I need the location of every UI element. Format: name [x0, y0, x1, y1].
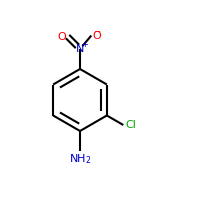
Text: O: O [57, 32, 66, 42]
Text: Cl: Cl [126, 120, 137, 130]
Text: NH$_2$: NH$_2$ [69, 153, 91, 166]
Text: +: + [81, 40, 88, 49]
Text: N: N [76, 44, 85, 54]
Text: O: O [92, 31, 101, 41]
Text: −: − [93, 27, 100, 36]
